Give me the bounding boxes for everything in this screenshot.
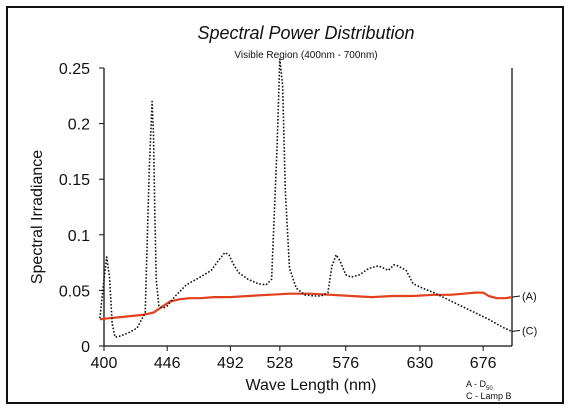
x-tick-label: 400: [91, 355, 118, 372]
x-ticks: 400 446 492 528 576 630 676: [91, 346, 497, 372]
series-layer: [99, 58, 513, 338]
x-tick-label: 492: [217, 355, 244, 372]
series-line-a: [99, 291, 513, 321]
legend-line-c: C - Lamp B: [466, 391, 512, 401]
legend-subscript: 50: [486, 386, 493, 392]
x-tick-label: 446: [154, 355, 181, 372]
x-axis-label: Wave Length (nm): [245, 377, 376, 394]
y-tick-label: 0.05: [59, 283, 90, 300]
y-tick-label: 0.1: [68, 228, 90, 245]
x-tick-label: 630: [407, 355, 434, 372]
series-label-leader-c: [511, 329, 521, 333]
y-axis-label: Spectral Irradiance: [29, 150, 46, 284]
y-tick-label: 0.15: [59, 172, 90, 189]
series-labels: (A) (C): [511, 291, 537, 337]
series-label-c: (C): [522, 325, 537, 337]
x-tick-label: 676: [470, 355, 497, 372]
y-tick-label: 0: [81, 339, 90, 356]
chart-frame: [6, 6, 564, 404]
y-ticks: 0 0.05 0.1 0.15 0.2 0.25: [59, 61, 104, 356]
x-tick-label: 528: [266, 355, 293, 372]
series-label-leader-a: [511, 295, 521, 298]
chart-title: Spectral Power Distribution: [197, 23, 414, 43]
series-line-c: [99, 58, 513, 338]
x-tick-label: 576: [332, 355, 359, 372]
chart-subtitle: Visible Region (400nm - 700nm): [234, 50, 377, 61]
y-tick-label: 0.2: [68, 117, 90, 134]
y-tick-label: 0.25: [59, 61, 90, 78]
series-label-a: (A): [522, 291, 537, 303]
